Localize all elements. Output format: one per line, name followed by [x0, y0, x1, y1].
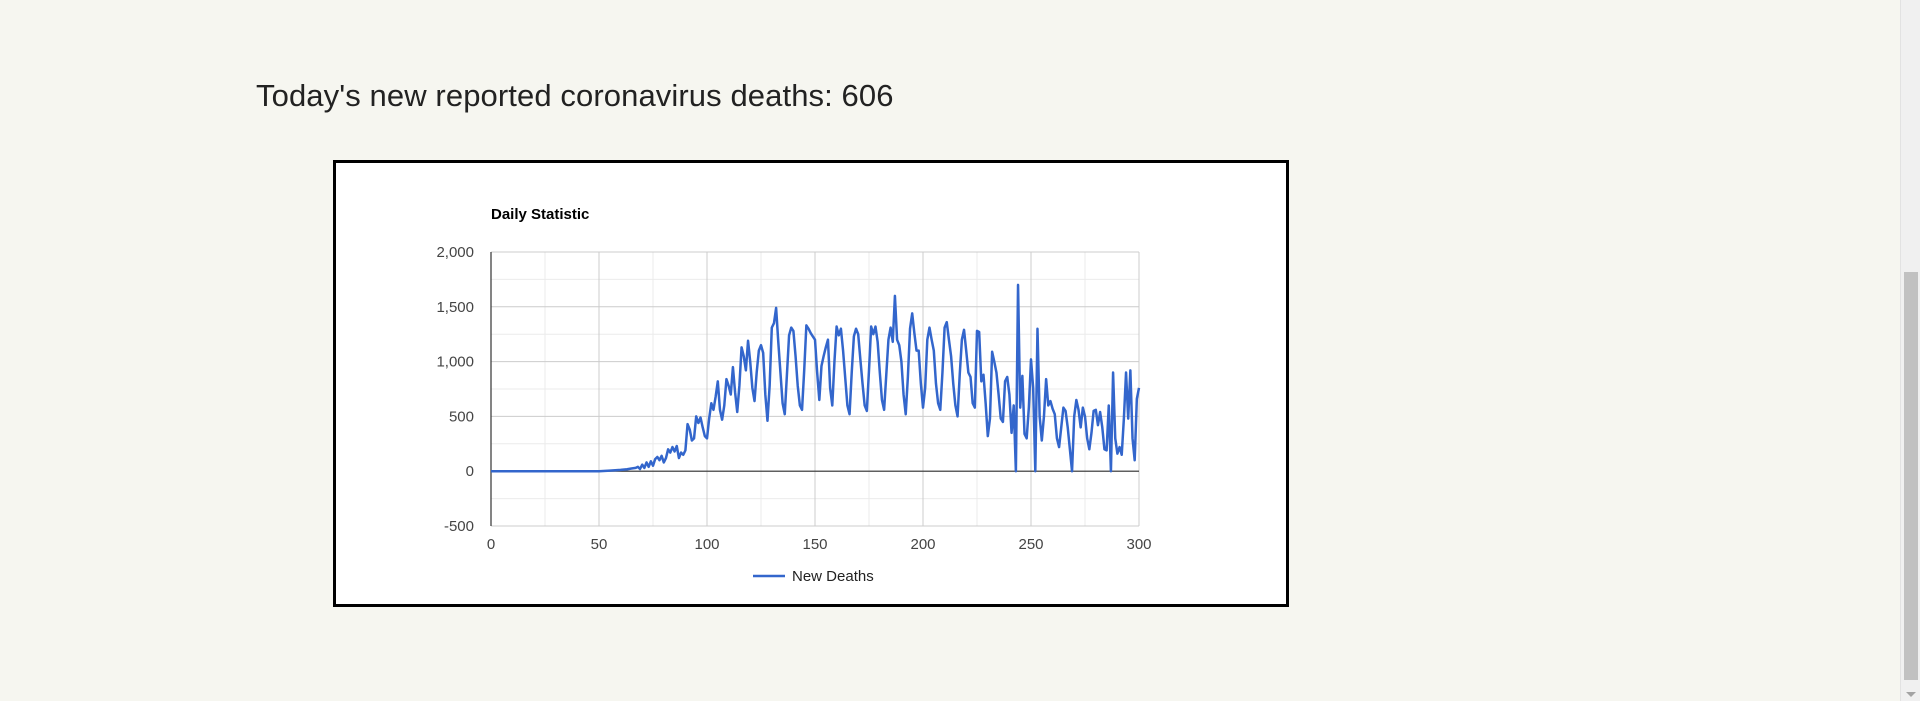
x-tick-label: 0 [487, 536, 495, 553]
chart-series [491, 283, 1141, 473]
series-line-new-deaths [491, 283, 1141, 473]
scroll-down-arrow-icon[interactable] [1906, 692, 1916, 697]
y-tick-label: 1,500 [436, 299, 474, 316]
chart-title: Daily Statistic [491, 206, 589, 223]
page-title: Today's new reported coronavirus deaths:… [256, 78, 894, 113]
page-scrollbar[interactable] [1900, 0, 1920, 701]
x-tick-label: 100 [694, 536, 719, 553]
legend-label: New Deaths [792, 568, 874, 585]
chart-legend: New Deaths [753, 568, 874, 585]
y-tick-label: 500 [449, 408, 474, 425]
x-tick-label: 300 [1126, 536, 1151, 553]
chart-container: -500 0 500 1,000 1,500 2,000 0 50 100 150 200 250 3… [333, 160, 1289, 607]
x-axis-ticks: 0 50 100 150 200 250 300 [487, 536, 1152, 553]
y-axis-ticks: -500 0 500 1,000 1,500 2,000 [436, 244, 474, 535]
x-tick-label: 200 [910, 536, 935, 553]
x-tick-label: 150 [802, 536, 827, 553]
y-tick-label: 2,000 [436, 244, 474, 261]
x-tick-label: 50 [591, 536, 608, 553]
scrollbar-thumb[interactable] [1904, 272, 1918, 680]
y-tick-label: 0 [466, 463, 474, 480]
y-tick-label: -500 [444, 518, 474, 535]
x-tick-label: 250 [1018, 536, 1043, 553]
daily-statistic-chart: -500 0 500 1,000 1,500 2,000 0 50 100 150 200 250 3… [436, 206, 1152, 585]
y-tick-label: 1,000 [436, 354, 474, 371]
